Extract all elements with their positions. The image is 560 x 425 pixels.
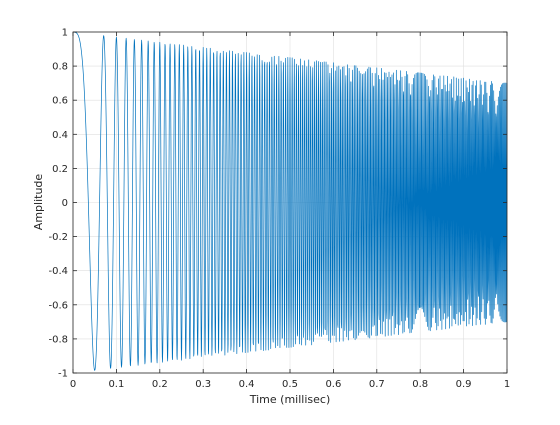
y-tick-label: 0.8 [52,62,68,73]
x-tick-label: 0.8 [412,379,428,390]
y-tick-label: 0 [62,198,68,209]
y-tick-label: 0.2 [52,164,68,175]
y-tick-label: 0.4 [52,130,68,141]
x-tick-label: 0.1 [108,379,124,390]
y-tick-label: 1 [62,28,68,39]
y-tick-label: -0.6 [48,300,68,311]
x-tick-label: 0.3 [195,379,211,390]
x-tick-label: 0.6 [325,379,341,390]
x-tick-label: 0.5 [282,379,298,390]
y-tick-label: -0.2 [48,232,68,243]
x-axis-label: Time (millisec) [249,393,331,406]
x-tick-labels: 0 0.1 0.2 0.3 0.4 0.5 0.6 0.7 0.8 0.9 1 [70,379,510,390]
series-line [72,31,508,371]
x-tick-label: 0 [70,379,76,390]
y-tick-labels: -1 -0.8 -0.6 -0.4 -0.2 0 0.2 0.4 0.6 0.8 1 [48,28,68,380]
y-tick-label: -0.8 [48,334,68,345]
y-tick-label: -0.4 [48,266,68,277]
x-tick-label: 0.7 [369,379,385,390]
series-layer [72,31,508,371]
y-tick-label: -1 [58,369,68,380]
y-tick-label: 0.6 [52,96,68,107]
x-tick-label: 0.9 [456,379,472,390]
x-tick-label: 0.4 [239,379,255,390]
x-tick-label: 0.2 [152,379,168,390]
y-axis-label: Amplitude [32,174,45,231]
axes-box [72,31,508,374]
x-tick-label: 1 [504,379,510,390]
